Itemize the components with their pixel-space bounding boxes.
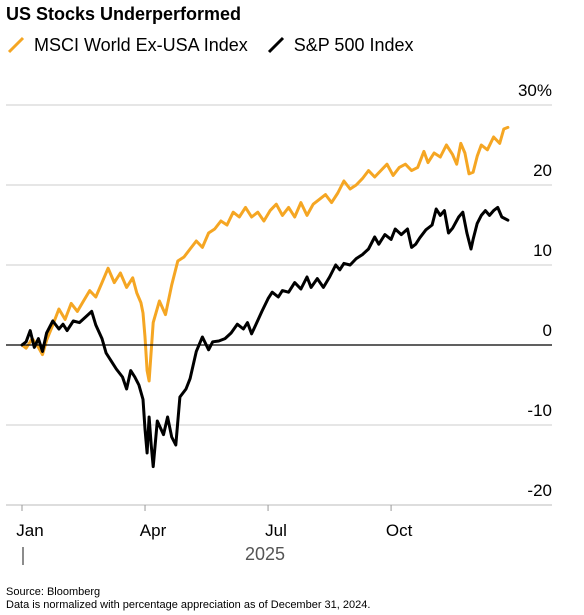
y-tick-label: 10	[533, 241, 552, 260]
legend-item-sp500: S&P 500 Index	[266, 35, 414, 56]
series-line-msci	[20, 125, 510, 383]
y-tick-label: -10	[527, 401, 552, 420]
y-tick-label: -20	[527, 481, 552, 500]
legend-swatch-msci	[7, 36, 25, 54]
x-tick-label: Oct	[386, 521, 413, 540]
legend: MSCI World Ex-USA Index S&P 500 Index	[6, 34, 432, 56]
legend-swatch-sp500	[267, 36, 284, 54]
y-tick-label: 20	[533, 161, 552, 180]
legend-label-msci: MSCI World Ex-USA Index	[34, 34, 248, 55]
legend-item-msci: MSCI World Ex-USA Index	[6, 35, 248, 56]
x-tick-label: Jul	[265, 521, 287, 540]
x-tick-label: Apr	[140, 521, 167, 540]
y-tick-label: 0	[543, 321, 552, 340]
source-note: Source: Bloomberg	[6, 586, 101, 598]
chart-title: US Stocks Underperformed	[6, 4, 242, 24]
y-tick-label: 30%	[518, 81, 552, 100]
data-note: Data is normalized with percentage appre…	[6, 599, 371, 611]
x-tick-label: Jan	[16, 521, 43, 540]
series-line-sp500	[20, 205, 510, 469]
x-axis-label: 2025	[245, 544, 285, 564]
legend-label-sp500: S&P 500 Index	[293, 34, 414, 55]
